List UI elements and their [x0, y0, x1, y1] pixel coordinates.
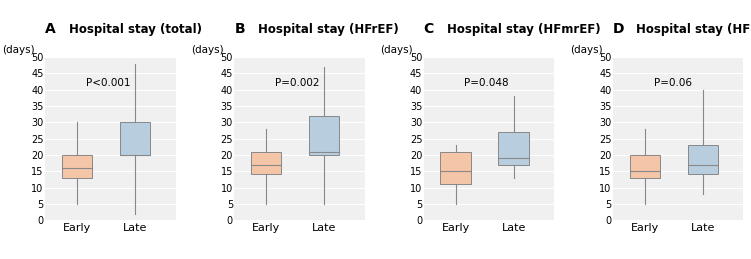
Bar — [688, 145, 718, 175]
Text: Hospital stay (HFpEF): Hospital stay (HFpEF) — [636, 23, 751, 36]
Text: Hospital stay (total): Hospital stay (total) — [68, 23, 201, 36]
Text: C: C — [424, 22, 434, 36]
Text: P=0.06: P=0.06 — [653, 78, 692, 88]
Bar — [630, 155, 660, 178]
Text: P<0.001: P<0.001 — [86, 78, 130, 88]
Text: (days): (days) — [192, 45, 224, 55]
Bar — [62, 155, 92, 178]
Text: (days): (days) — [381, 45, 413, 55]
Text: (days): (days) — [2, 45, 35, 55]
Bar — [120, 122, 150, 155]
Text: (days): (days) — [570, 45, 602, 55]
Bar — [499, 132, 529, 165]
Bar — [251, 152, 282, 175]
Text: D: D — [613, 22, 624, 36]
Bar — [309, 116, 339, 155]
Text: B: B — [234, 22, 245, 36]
Text: P=0.002: P=0.002 — [275, 78, 319, 88]
Bar — [441, 152, 471, 184]
Text: A: A — [45, 22, 56, 36]
Text: Hospital stay (HFmrEF): Hospital stay (HFmrEF) — [447, 23, 601, 36]
Text: Hospital stay (HFrEF): Hospital stay (HFrEF) — [258, 23, 399, 36]
Text: P=0.048: P=0.048 — [464, 78, 509, 88]
